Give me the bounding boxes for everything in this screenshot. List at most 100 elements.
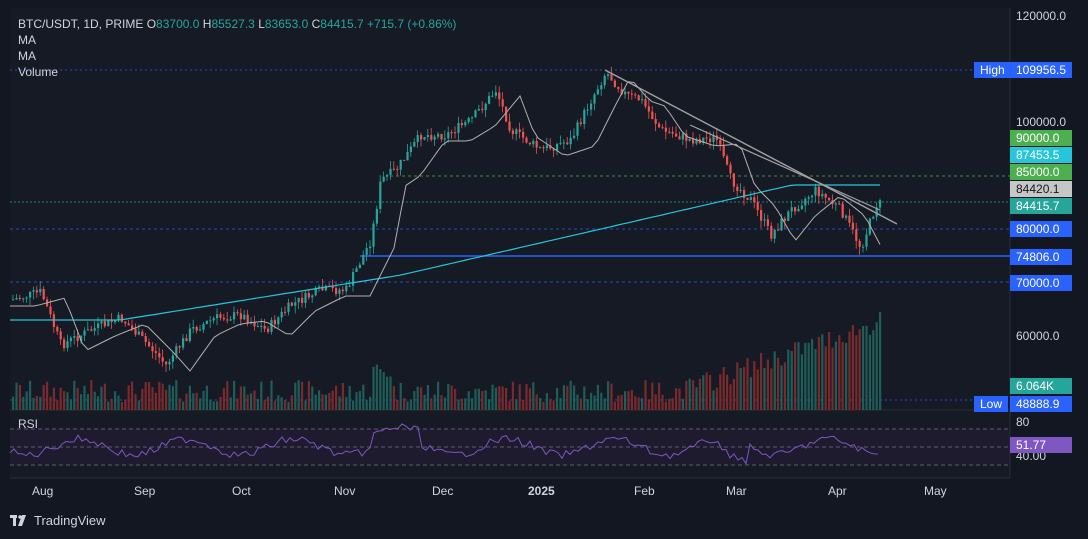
ma2-row[interactable]: MA (18, 49, 36, 63)
volume-bar (168, 384, 171, 410)
candle-body (858, 240, 861, 247)
volume-bar (685, 380, 688, 410)
month-oct: Oct (232, 484, 251, 498)
candle-body (311, 295, 314, 298)
volume-bar (726, 374, 729, 410)
volume-bar (654, 394, 657, 410)
candle-body (97, 323, 100, 329)
candle-body (739, 189, 742, 191)
volume-bar (49, 396, 52, 410)
close-price-tag: 84415.7 (1010, 198, 1072, 214)
volume-bar (379, 369, 382, 410)
candle-body (209, 320, 212, 322)
candle-body (556, 143, 559, 151)
volume-bar (297, 380, 300, 410)
candle-body (481, 108, 484, 110)
volume-bar (647, 399, 650, 410)
volume-bar (280, 397, 283, 410)
candle-body (18, 297, 21, 299)
candle-body (501, 99, 504, 107)
candle-body (647, 106, 650, 112)
candle-body (233, 312, 236, 320)
volume-bar (756, 369, 759, 410)
volume-bar (875, 322, 878, 410)
volume-bar (301, 381, 304, 410)
candle-body (134, 328, 137, 335)
volume-bar (256, 398, 259, 410)
volume-bar (763, 368, 766, 410)
volume-bar (559, 397, 562, 410)
volume-bar (807, 342, 810, 410)
candle-body (821, 193, 824, 197)
volume-bar (239, 386, 242, 410)
month-may: May (924, 484, 947, 498)
candle-body (420, 135, 423, 140)
volume-bar (66, 392, 69, 410)
volume-bar (243, 386, 246, 410)
volume-bar (226, 381, 229, 410)
volume-bar (25, 391, 28, 410)
support-value-tag: 74806.0 (1010, 249, 1072, 265)
volume-bar (715, 387, 718, 410)
volume-bar (386, 376, 389, 410)
volume-bar (209, 399, 212, 410)
volume-bar (868, 334, 871, 410)
candle-body (355, 268, 358, 273)
downtrend-line-1 (604, 69, 898, 225)
candle-body (158, 353, 161, 358)
candle-body (362, 255, 365, 265)
candle-body (549, 145, 552, 149)
ma1-row[interactable]: MA (18, 33, 36, 47)
volume-bar (246, 394, 249, 410)
volume-bar (688, 378, 691, 410)
volume-bar (117, 395, 120, 410)
year-2025: 2025 (528, 484, 555, 498)
volume-bar (556, 387, 559, 410)
volume-bar (352, 400, 355, 410)
candle-body (800, 205, 803, 209)
candle-body (205, 320, 208, 324)
volume-bar (644, 380, 647, 410)
volume-bar (535, 394, 538, 410)
volume-bar (828, 331, 831, 410)
candle-body (865, 234, 868, 247)
volume-bar (185, 393, 188, 410)
candle-body (117, 314, 120, 321)
candle-body (372, 223, 375, 247)
volume-bar (664, 401, 667, 410)
volume-bar (464, 398, 467, 410)
volume-bar (783, 362, 786, 410)
volume-bar (681, 398, 684, 410)
volume-bar (42, 384, 45, 410)
month-feb: Feb (634, 484, 655, 498)
volume-bar (307, 381, 310, 410)
candle-body (576, 122, 579, 136)
candle-body (593, 94, 596, 104)
volume-bar (161, 383, 164, 410)
candle-body (736, 186, 739, 191)
volume-bar (467, 391, 470, 410)
symbol-label[interactable]: BTC/USDT, 1D, PRIME (18, 17, 144, 31)
candle-body (188, 328, 191, 342)
volume-bar (29, 380, 32, 410)
volume-row[interactable]: Volume (18, 65, 59, 79)
volume-bar (542, 401, 545, 410)
candle-body (280, 311, 283, 318)
volume-bar (430, 398, 433, 410)
volume-bar (508, 400, 511, 410)
open-value: 83700.0 (156, 17, 200, 31)
candle-body (358, 264, 361, 269)
volume-bar (539, 398, 542, 410)
month-aug: Aug (32, 484, 54, 498)
volume-bar (358, 391, 361, 410)
volume-bar (437, 381, 440, 410)
low-label: L (258, 17, 265, 31)
candle-body (783, 218, 786, 221)
rsi-label[interactable]: RSI (18, 417, 39, 431)
candle-body (52, 314, 55, 327)
tradingview-logo[interactable]: TradingView (10, 513, 106, 528)
volume-bar (862, 325, 865, 410)
candle-body (243, 314, 246, 320)
candle-body (141, 331, 144, 337)
